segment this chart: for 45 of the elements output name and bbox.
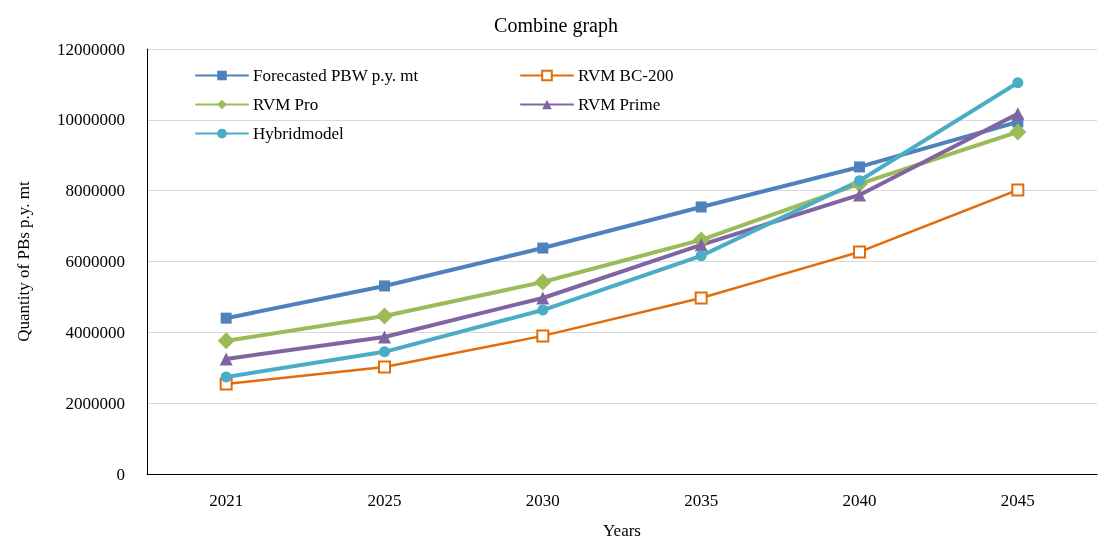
point: [378, 360, 391, 374]
point: [376, 307, 393, 325]
y-tick-label: 4000000: [65, 322, 125, 342]
point: [220, 371, 232, 383]
point: [537, 242, 549, 254]
point: [537, 304, 549, 316]
x-tick-label: 2040: [842, 491, 877, 510]
x-axis-title: Years: [603, 521, 641, 540]
point: [534, 273, 552, 291]
legend-label: RVM Pro: [253, 95, 319, 114]
point: [379, 346, 390, 358]
point: [378, 330, 391, 344]
point: [536, 291, 550, 305]
point: [1011, 183, 1025, 197]
y-tick-label: 0: [116, 464, 125, 484]
x-tick-label: 2021: [209, 491, 244, 510]
point: [853, 188, 866, 202]
y-tick-label: 12000000: [57, 39, 125, 59]
x-tick-label: 2030: [525, 491, 560, 510]
legend-label: Forecasted PBW p.y. mt: [253, 66, 419, 85]
legend-label: Hybridmodel: [253, 124, 344, 143]
point: [217, 332, 235, 350]
point: [853, 245, 866, 259]
point: [694, 291, 708, 305]
point: [695, 250, 707, 262]
chart-title: Combine graph: [494, 14, 618, 37]
y-tick-label: 2000000: [65, 393, 125, 413]
x-tick-label: 2035: [684, 491, 719, 510]
x-tick-label: 2025: [367, 491, 402, 510]
legend-label: RVM Prime: [578, 95, 661, 114]
point: [854, 161, 865, 173]
point: [1011, 107, 1025, 121]
point: [1009, 123, 1027, 141]
y-tick-label: 6000000: [65, 252, 125, 271]
point: [379, 280, 390, 292]
y-axis-title: Quantity of PBs p.y. mt: [14, 181, 33, 342]
point: [695, 201, 707, 213]
point: [1012, 77, 1024, 89]
point: [220, 312, 232, 324]
y-tick-label: 8000000: [65, 181, 125, 201]
y-tick-label: 10000000: [57, 110, 125, 130]
point: [219, 352, 233, 366]
point: [536, 329, 550, 343]
legend-label: RVM BC-200: [578, 66, 674, 85]
x-tick-label: 2045: [1000, 491, 1035, 510]
